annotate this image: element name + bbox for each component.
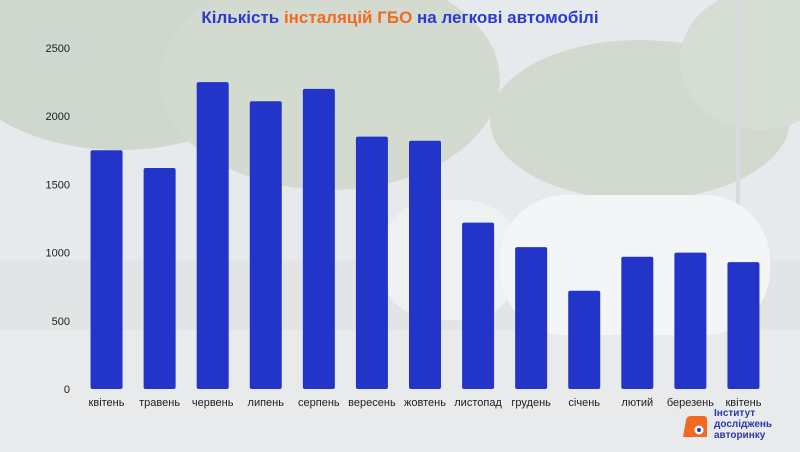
bar [409,140,441,389]
x-tick-label: січень [568,397,600,409]
x-tick-label: квітень [725,397,761,409]
x-tick-label: березень [667,397,714,409]
y-tick-label: 2500 [46,43,70,55]
bar [143,168,176,389]
bar [90,150,123,389]
bar [727,262,760,389]
y-tick-label: 1000 [46,248,70,260]
logo-line1: Інститут [714,408,756,419]
title-highlight: інсталяцій ГБО [283,8,413,27]
x-tick-label: серпень [298,397,340,409]
x-tick-label: лютий [621,397,653,409]
y-tick-label: 2000 [46,111,70,123]
bar [302,88,335,390]
x-tick-label: квітень [89,397,125,409]
x-tick-label: вересень [348,397,396,409]
x-tick-label: червень [192,397,234,409]
logo-text: Інститут досліджень авторинку [714,408,794,441]
bar [196,82,229,389]
bar [674,252,707,389]
bar [568,290,601,389]
y-tick-label: 500 [52,316,70,328]
title-part1: Кількість [201,8,284,27]
x-tick-label: жовтень [404,397,446,409]
y-tick-label: 0 [64,384,70,396]
car-logo-icon [683,416,707,437]
x-tick-label: листопад [454,397,502,409]
x-tick-label: грудень [511,397,551,409]
bar [462,222,495,389]
x-tick-label: липень [248,397,285,409]
title-part2: на легкові автомобілі [412,8,599,27]
y-tick-label: 1500 [46,179,70,191]
x-tick-label: травень [139,397,180,409]
institute-logo: Інститут досліджень авторинку [680,408,792,444]
logo-line3: авторинку [714,430,766,441]
bar [621,256,654,389]
logo-line2: досліджень [714,419,773,430]
bar [355,136,388,389]
chart-title: Кількість інсталяцій ГБО на легкові авто… [0,8,800,28]
bar [249,101,282,390]
bar [515,247,548,389]
